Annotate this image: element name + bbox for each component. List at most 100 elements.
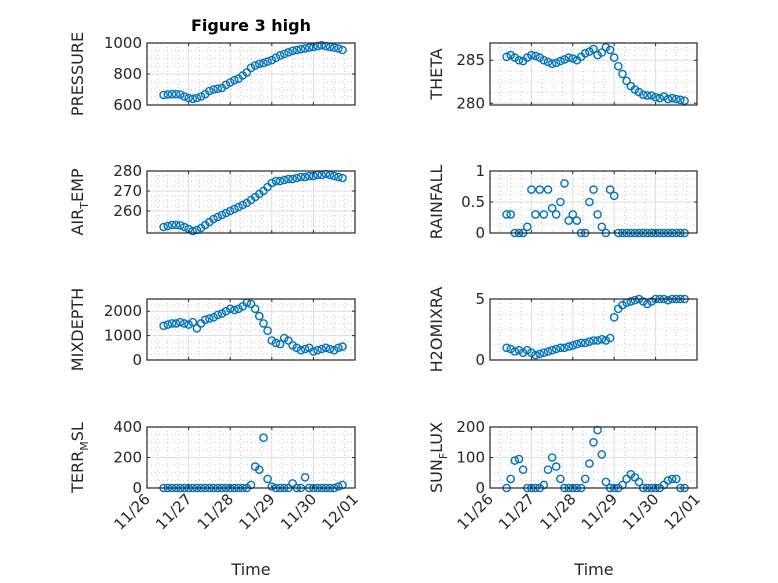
- data-point: [634, 477, 644, 487]
- data-point: [543, 465, 553, 475]
- data-point: [254, 59, 264, 69]
- data-point: [175, 90, 185, 99]
- data-point: [593, 50, 602, 60]
- data-point: [523, 222, 532, 232]
- data-point: [535, 185, 545, 194]
- x-tick-label: 11/27: [495, 490, 538, 533]
- data-point: [539, 55, 549, 65]
- data-point: [560, 55, 569, 64]
- data-point: [601, 336, 611, 345]
- y-tick-label: 280: [456, 94, 485, 112]
- data-point: [601, 43, 611, 52]
- data-point: [288, 341, 297, 350]
- data-point: [317, 41, 327, 50]
- y-tick-label: 0: [475, 479, 485, 497]
- data-point: [300, 44, 310, 53]
- data-point: [225, 304, 235, 314]
- data-point: [267, 336, 277, 345]
- data-point: [296, 345, 306, 355]
- x-tick-label: 11/28: [194, 490, 237, 533]
- data-point: [159, 222, 168, 232]
- data-point: [267, 55, 277, 65]
- data-point: [309, 347, 318, 356]
- data-point: [250, 61, 260, 70]
- data-point: [254, 465, 264, 475]
- data-point: [325, 344, 335, 354]
- data-point: [609, 191, 619, 201]
- data-point: [275, 51, 285, 60]
- y-tick-label: 2000: [104, 302, 142, 320]
- data-point: [506, 210, 516, 219]
- data-point: [597, 334, 607, 344]
- data-point: [502, 343, 511, 353]
- y-tick-label: 400: [113, 418, 142, 436]
- data-point: [263, 57, 272, 66]
- data-point: [163, 320, 173, 329]
- data-point: [580, 338, 590, 348]
- x-tick-label: 11/30: [619, 490, 662, 533]
- data-point: [338, 45, 347, 55]
- data-point: [634, 87, 644, 97]
- data-point: [234, 202, 243, 212]
- data-point: [626, 297, 636, 306]
- data-point: [605, 45, 615, 55]
- data-point: [334, 482, 343, 491]
- data-point: [568, 341, 578, 350]
- data-point: [246, 63, 256, 73]
- data-point: [580, 49, 590, 58]
- data-point: [531, 210, 540, 219]
- subplot-theta: 280 285 THETA: [427, 42, 698, 112]
- data-point: [213, 84, 222, 93]
- data-point: [184, 320, 193, 329]
- y-tick-label: 0: [475, 351, 485, 369]
- data-point: [609, 312, 619, 322]
- data-point: [296, 172, 306, 182]
- data-point: [163, 90, 173, 99]
- data-point: [531, 51, 540, 61]
- data-point: [643, 91, 652, 100]
- data-point: [234, 304, 243, 314]
- data-point: [263, 474, 272, 484]
- data-point: [547, 203, 557, 213]
- y-tick-label: 0: [475, 224, 485, 242]
- data-point: [167, 220, 177, 230]
- data-point: [568, 54, 578, 63]
- x-tick-label: 11/29: [578, 490, 621, 533]
- data-point: [551, 210, 561, 219]
- y-axis-label: TERRMSL: [68, 422, 91, 494]
- x-tick-label: 12/01: [661, 490, 704, 533]
- subplot-pressure: 600 800 1000 PRESSURE: [68, 32, 356, 116]
- data-point: [535, 349, 545, 359]
- data-point: [259, 58, 268, 68]
- figure-title: Figure 3 high: [191, 16, 311, 35]
- data-point: [514, 454, 524, 464]
- data-point: [551, 344, 561, 354]
- data-point: [672, 94, 681, 104]
- data-point: [284, 336, 293, 345]
- data-point: [300, 172, 310, 182]
- data-point: [313, 345, 322, 355]
- data-point: [585, 459, 594, 468]
- data-point: [518, 465, 528, 475]
- y-tick-label: 800: [113, 65, 142, 83]
- data-point: [180, 319, 189, 328]
- data-point: [663, 94, 673, 104]
- data-point: [180, 222, 189, 232]
- data-point: [271, 338, 281, 348]
- data-point: [338, 173, 347, 183]
- data-point: [163, 221, 173, 231]
- data-point: [672, 474, 681, 484]
- y-tick-label: 1000: [104, 34, 142, 52]
- data-point: [506, 474, 516, 484]
- data-point: [547, 345, 557, 355]
- data-point: [589, 185, 598, 194]
- data-point: [271, 176, 281, 186]
- y-axis-label: MIXDEPTH: [68, 288, 87, 371]
- data-point: [171, 220, 181, 230]
- data-point: [271, 53, 281, 63]
- y-tick-label: 5: [475, 290, 485, 308]
- data-point: [230, 204, 239, 214]
- data-point: [209, 214, 218, 224]
- data-point: [543, 347, 553, 356]
- data-point: [275, 339, 285, 349]
